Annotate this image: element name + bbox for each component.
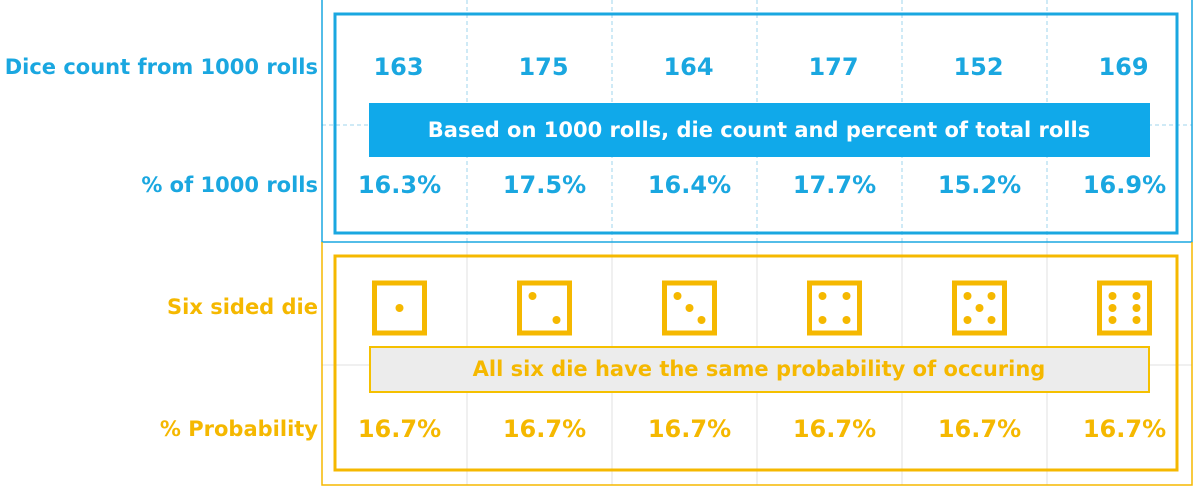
die-pip [1132, 304, 1141, 312]
cell-value: 17.7% [793, 171, 876, 199]
die-face [662, 280, 717, 336]
die-pip [963, 292, 972, 300]
cell-value: 15.2% [938, 171, 1021, 199]
die-pip [552, 316, 561, 324]
cell-value: 16.4% [648, 171, 731, 199]
die-pip [842, 292, 851, 300]
die-pip [1132, 292, 1141, 300]
blue-box [333, 12, 1179, 235]
row-label: Dice count from 1000 rolls [5, 55, 318, 79]
cell-value: 16.3% [358, 171, 441, 199]
row-label: % of 1000 rolls [141, 173, 318, 197]
die-pip [697, 316, 706, 324]
cell-value: 16.7% [648, 415, 731, 443]
die-pip [1108, 292, 1117, 300]
die-pip [987, 292, 996, 300]
cell-value: 16.7% [1083, 415, 1166, 443]
banner-text: Based on 1000 rolls, die count and perce… [428, 118, 1090, 142]
cell-value: 177 [808, 53, 858, 81]
die-pip [963, 316, 972, 324]
die-pip [1132, 316, 1141, 324]
cell-value: 16.9% [1083, 171, 1166, 199]
die-face [517, 280, 572, 336]
die-face [1097, 280, 1152, 336]
orange-box [333, 254, 1179, 472]
die-pip [987, 316, 996, 324]
cell-value: 16.7% [358, 415, 441, 443]
cell-value: 164 [663, 53, 713, 81]
cell-value: 16.7% [503, 415, 586, 443]
gray-banner [369, 346, 1150, 393]
die-pip [975, 304, 984, 312]
die-pip [1108, 316, 1117, 324]
die-pip [1108, 304, 1117, 312]
cell-value: 175 [518, 53, 568, 81]
orange-outer [321, 242, 1193, 486]
blue-banner [369, 103, 1150, 157]
cell-value: 16.7% [938, 415, 1021, 443]
die-pip [528, 292, 537, 300]
cell-value: 169 [1098, 53, 1148, 81]
die-pip [685, 304, 694, 312]
banner-text: All six die have the same probability of… [473, 357, 1046, 381]
die-face [372, 280, 427, 336]
die-pip [673, 292, 682, 300]
die-pip [818, 292, 827, 300]
cell-value: 17.5% [503, 171, 586, 199]
cell-value: 163 [373, 53, 423, 81]
die-pip [395, 304, 404, 312]
cell-value: 152 [953, 53, 1003, 81]
row-label: Six sided die [167, 295, 318, 319]
blue-outer [321, 0, 1193, 243]
cell-value: 16.7% [793, 415, 876, 443]
die-pip [842, 316, 851, 324]
die-face [807, 280, 862, 336]
row-label: % Probability [160, 417, 318, 441]
die-face [952, 280, 1007, 336]
die-pip [818, 316, 827, 324]
